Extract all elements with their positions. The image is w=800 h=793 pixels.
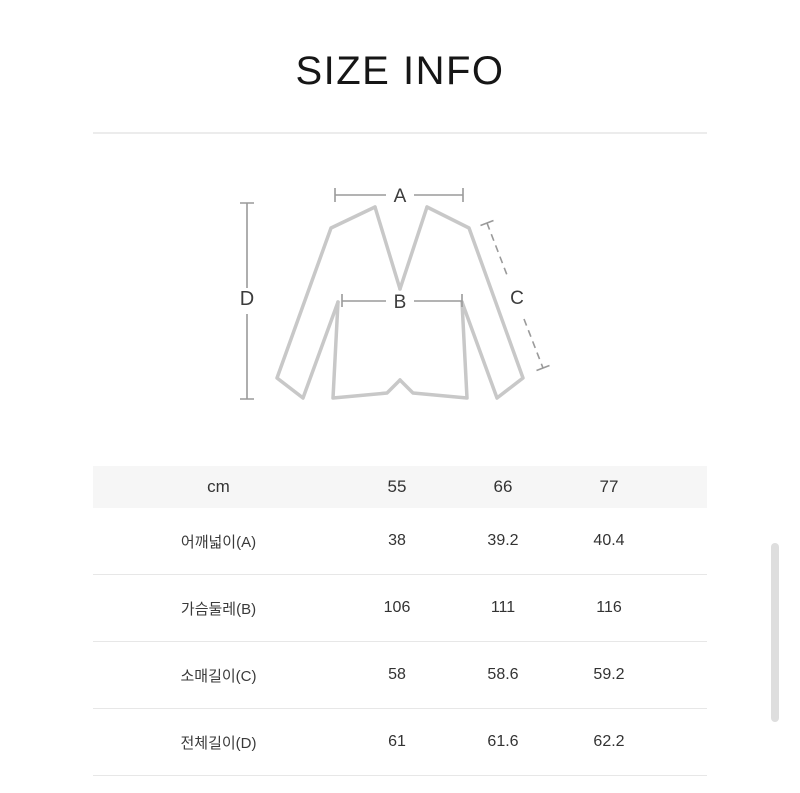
table-row-sleeve-length: 소매길이(C) 58 58.6 59.2 — [93, 642, 707, 709]
title-divider — [93, 132, 707, 134]
measure-line-a: A — [334, 186, 464, 207]
row-value: 58 — [388, 666, 406, 683]
row-label: 가슴둘레(B) — [180, 600, 257, 618]
row-label: 소매길이(C) — [180, 667, 257, 685]
row-value: 58.6 — [487, 666, 519, 683]
row-label: 전체길이(D) — [180, 734, 257, 752]
row-value: 61 — [388, 733, 406, 750]
row-value: 40.4 — [593, 532, 625, 549]
header-size-55: 55 — [387, 477, 407, 496]
jacket-left-front-panel — [331, 300, 402, 400]
row-label: 어깨넓이(A) — [180, 533, 257, 551]
jacket-left-sleeve — [275, 205, 377, 400]
scrollbar-thumb[interactable] — [771, 543, 779, 722]
row-value: 39.2 — [487, 532, 519, 549]
row-value: 62.2 — [593, 733, 625, 750]
measure-label-b: B — [394, 292, 407, 313]
measure-label-d: D — [240, 288, 254, 310]
row-value: 38 — [388, 532, 406, 549]
table-row-chest: 가슴둘레(B) 106 111 116 — [93, 575, 707, 642]
measure-label-a: A — [394, 186, 407, 207]
header-unit-cell: cm — [207, 477, 230, 496]
row-value: 111 — [490, 599, 516, 616]
jacket-right-sleeve — [425, 205, 525, 400]
measure-label-c: C — [510, 288, 524, 309]
jacket-outline-diagram: A B C D — [240, 186, 550, 400]
page-title: SIZE INFO — [295, 49, 505, 93]
row-value: 106 — [383, 599, 411, 616]
header-size-66: 66 — [493, 477, 513, 496]
measure-line-b: B — [341, 292, 463, 313]
table-row-total-length: 전체길이(D) 61 61.6 62.2 — [93, 709, 707, 776]
row-value: 59.2 — [593, 666, 625, 683]
header-size-77: 77 — [599, 477, 619, 496]
size-table: cm 55 66 77 어깨넓이(A) 38 39.2 40.4 가슴둘레(B)… — [93, 466, 707, 776]
table-row-shoulder-width: 어깨넓이(A) 38 39.2 40.4 — [93, 508, 707, 575]
row-value: 116 — [596, 599, 622, 616]
row-value: 61.6 — [487, 733, 519, 750]
jacket-left-lapel — [373, 205, 402, 291]
jacket-right-lapel — [398, 205, 429, 291]
jacket-right-front-panel — [398, 300, 469, 400]
measure-line-d: D — [240, 202, 254, 400]
size-table-header-row: cm 55 66 77 — [93, 466, 707, 508]
measure-line-c: C — [480, 219, 550, 372]
jacket-outline — [275, 205, 525, 400]
